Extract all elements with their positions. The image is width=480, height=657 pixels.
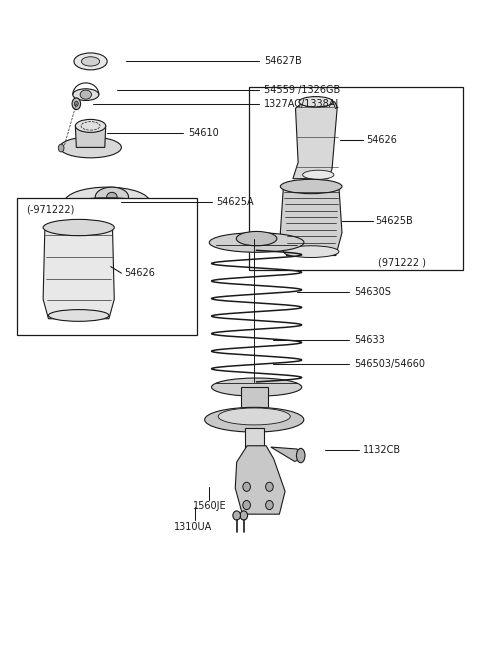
- Text: (971222 ): (971222 ): [378, 257, 426, 267]
- Ellipse shape: [43, 219, 114, 236]
- Ellipse shape: [299, 97, 333, 107]
- Polygon shape: [293, 102, 337, 179]
- Ellipse shape: [74, 53, 107, 70]
- Text: 54559 /1326GB: 54559 /1326GB: [264, 85, 340, 95]
- Ellipse shape: [60, 137, 121, 158]
- Ellipse shape: [283, 246, 339, 258]
- Polygon shape: [241, 387, 267, 422]
- Text: 54625B: 54625B: [375, 216, 413, 226]
- Ellipse shape: [297, 448, 305, 463]
- Text: 1327AC/1338AJ: 1327AC/1338AJ: [264, 99, 339, 109]
- Ellipse shape: [204, 407, 304, 432]
- Polygon shape: [280, 187, 342, 256]
- Ellipse shape: [82, 57, 100, 66]
- Bar: [245, 428, 264, 449]
- Ellipse shape: [233, 511, 240, 520]
- Ellipse shape: [75, 120, 106, 133]
- Text: 54625A: 54625A: [216, 197, 254, 207]
- Text: 54633: 54633: [354, 335, 384, 345]
- Ellipse shape: [58, 144, 64, 152]
- Text: 1132CB: 1132CB: [363, 445, 401, 455]
- FancyBboxPatch shape: [250, 87, 463, 270]
- Ellipse shape: [280, 179, 342, 194]
- Text: 54610: 54610: [188, 128, 218, 138]
- Text: 54626: 54626: [366, 135, 396, 145]
- Ellipse shape: [240, 511, 248, 520]
- Ellipse shape: [74, 101, 78, 106]
- Text: 546503/54660: 546503/54660: [354, 359, 425, 369]
- Ellipse shape: [80, 90, 92, 99]
- Text: 54626: 54626: [124, 268, 155, 278]
- Ellipse shape: [212, 378, 301, 396]
- Polygon shape: [235, 445, 285, 514]
- Ellipse shape: [64, 187, 150, 217]
- Ellipse shape: [48, 309, 109, 321]
- Text: (-971222): (-971222): [26, 205, 75, 215]
- Ellipse shape: [107, 193, 117, 202]
- Ellipse shape: [265, 482, 273, 491]
- Ellipse shape: [243, 482, 251, 491]
- Ellipse shape: [209, 233, 304, 252]
- Ellipse shape: [265, 501, 273, 510]
- Ellipse shape: [243, 501, 251, 510]
- Ellipse shape: [218, 408, 290, 425]
- Polygon shape: [271, 447, 302, 461]
- Ellipse shape: [72, 98, 81, 110]
- Ellipse shape: [236, 231, 277, 246]
- Ellipse shape: [236, 409, 273, 420]
- Ellipse shape: [96, 187, 129, 207]
- Text: 54630S: 54630S: [354, 287, 391, 297]
- Ellipse shape: [302, 170, 334, 179]
- Text: 1560JE: 1560JE: [192, 501, 226, 510]
- Text: 54627B: 54627B: [264, 57, 301, 66]
- FancyBboxPatch shape: [17, 198, 197, 335]
- Text: 1310UA: 1310UA: [174, 522, 212, 532]
- Polygon shape: [75, 126, 106, 147]
- Polygon shape: [43, 227, 114, 319]
- Ellipse shape: [73, 89, 99, 101]
